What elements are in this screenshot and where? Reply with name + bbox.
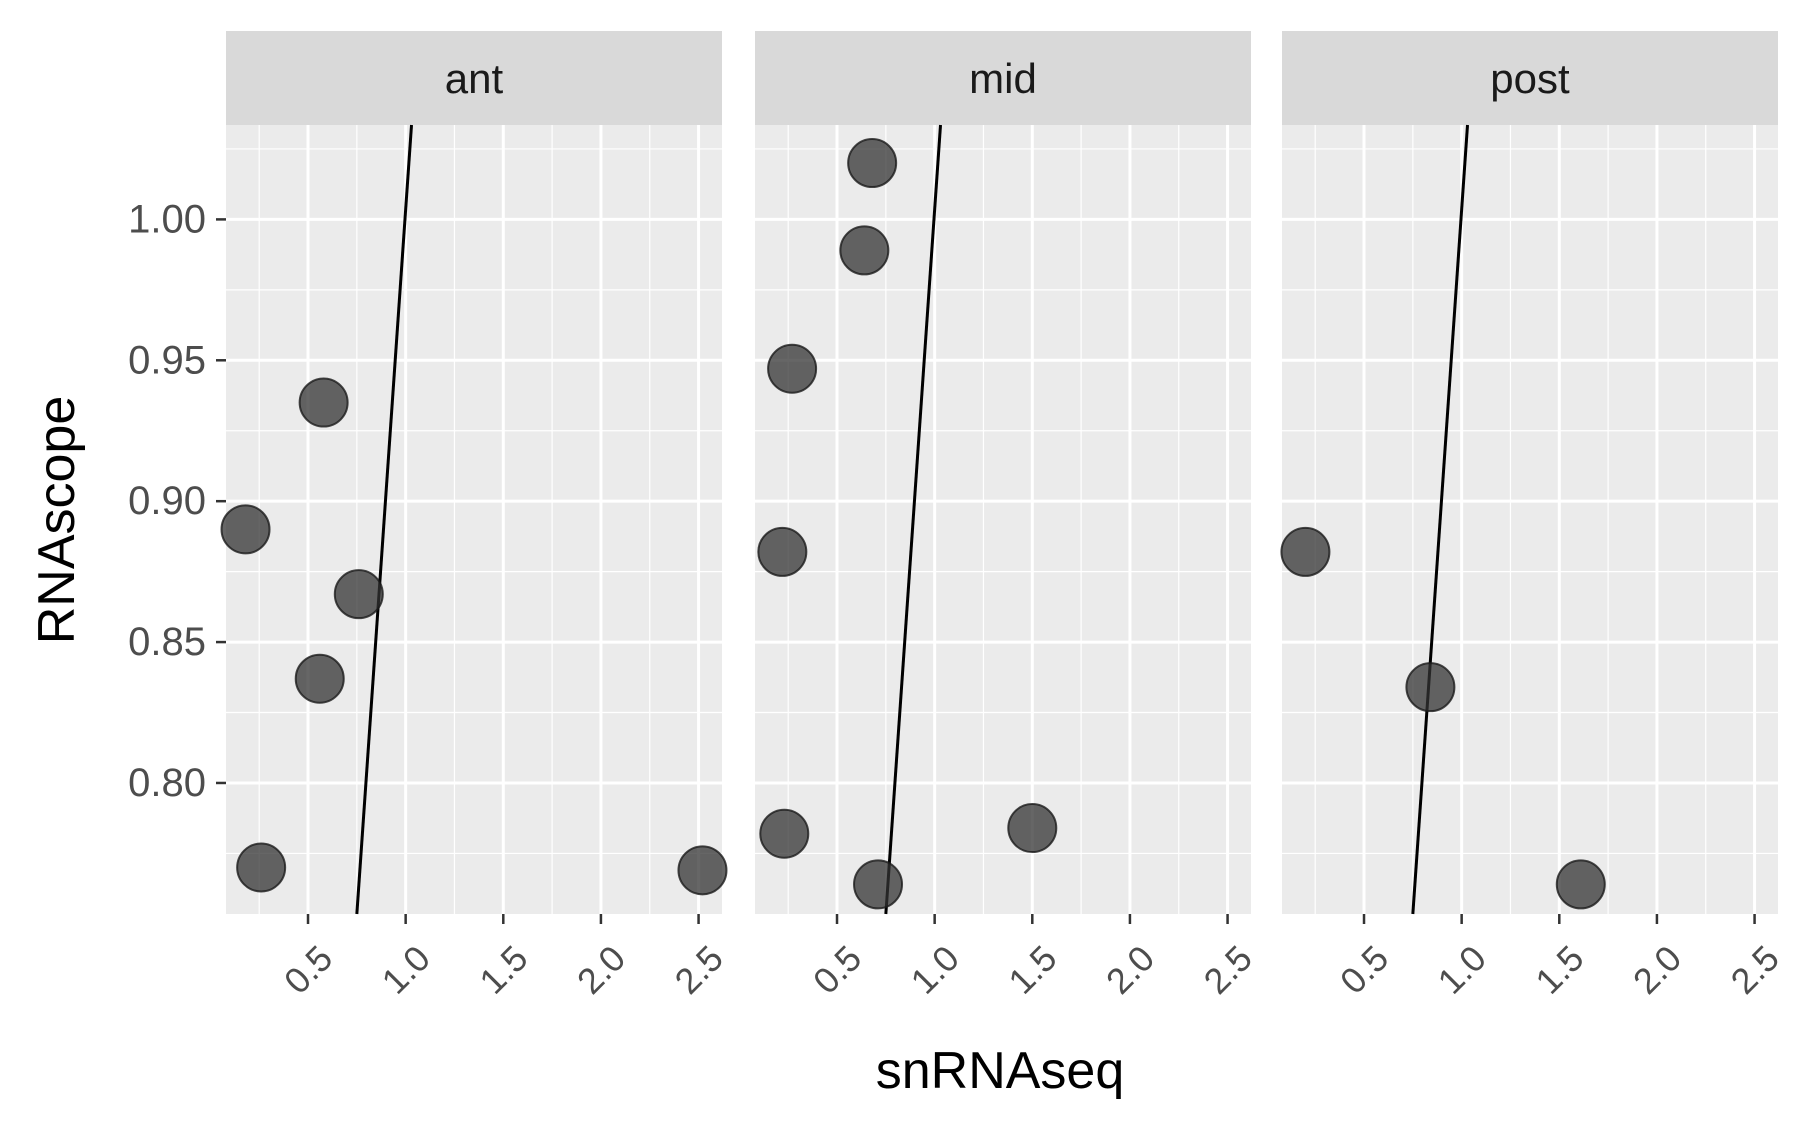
- x-tick-label: 1.5: [471, 937, 535, 1001]
- data-point: [759, 808, 810, 859]
- data-point: [220, 504, 271, 555]
- x-axis-title: snRNAseq: [876, 1042, 1125, 1100]
- reference-line: [355, 124, 414, 915]
- reference-line: [884, 124, 943, 915]
- y-tick-label: 0.90: [128, 479, 206, 523]
- x-tick-label: 2.0: [569, 937, 633, 1001]
- x-tick-label: 1.0: [1430, 937, 1494, 1001]
- y-tick-label: 1.00: [128, 197, 206, 241]
- x-tick-label: 2.0: [1098, 937, 1162, 1001]
- x-tick-label: 0.5: [1332, 937, 1396, 1001]
- reference-line: [1411, 124, 1470, 915]
- facet-strip: [226, 31, 722, 125]
- x-tick-label: 0.5: [805, 937, 869, 1001]
- data-point: [847, 138, 898, 189]
- data-point: [839, 225, 890, 276]
- x-tick-label: 2.0: [1625, 937, 1689, 1001]
- y-tick-label: 0.80: [128, 761, 206, 805]
- panel-background: [755, 125, 1251, 914]
- x-tick-label: 2.5: [1723, 937, 1787, 1001]
- data-point: [1280, 526, 1331, 577]
- data-point: [294, 653, 345, 704]
- panel-background: [1282, 125, 1778, 914]
- data-point: [677, 845, 728, 896]
- panel-background: [226, 125, 722, 914]
- data-point: [1007, 803, 1058, 854]
- x-tick-label: 1.5: [1527, 937, 1591, 1001]
- x-tick-label: 1.5: [1000, 937, 1064, 1001]
- facet-strip: [755, 31, 1251, 125]
- y-tick-label: 0.85: [128, 620, 206, 664]
- x-tick-label: 1.0: [374, 937, 438, 1001]
- data-point: [236, 842, 287, 893]
- x-tick-label: 1.0: [903, 937, 967, 1001]
- data-point: [298, 377, 349, 428]
- x-tick-label: 0.5: [276, 937, 340, 1001]
- data-point: [333, 569, 384, 620]
- y-axis-title: RNAscope: [28, 396, 86, 645]
- data-point: [1555, 859, 1606, 910]
- x-tick-label: 2.5: [1196, 937, 1260, 1001]
- x-tick-label: 2.5: [667, 937, 731, 1001]
- data-point: [1405, 662, 1456, 713]
- facet-strip-label: post: [1490, 55, 1570, 102]
- data-point: [853, 859, 904, 910]
- facet-strip: [1282, 31, 1778, 125]
- facet-strip-label: ant: [445, 55, 504, 102]
- facet-strip-label: mid: [969, 55, 1037, 102]
- data-point: [757, 526, 808, 577]
- data-point: [767, 343, 818, 394]
- y-tick-label: 0.95: [128, 338, 206, 382]
